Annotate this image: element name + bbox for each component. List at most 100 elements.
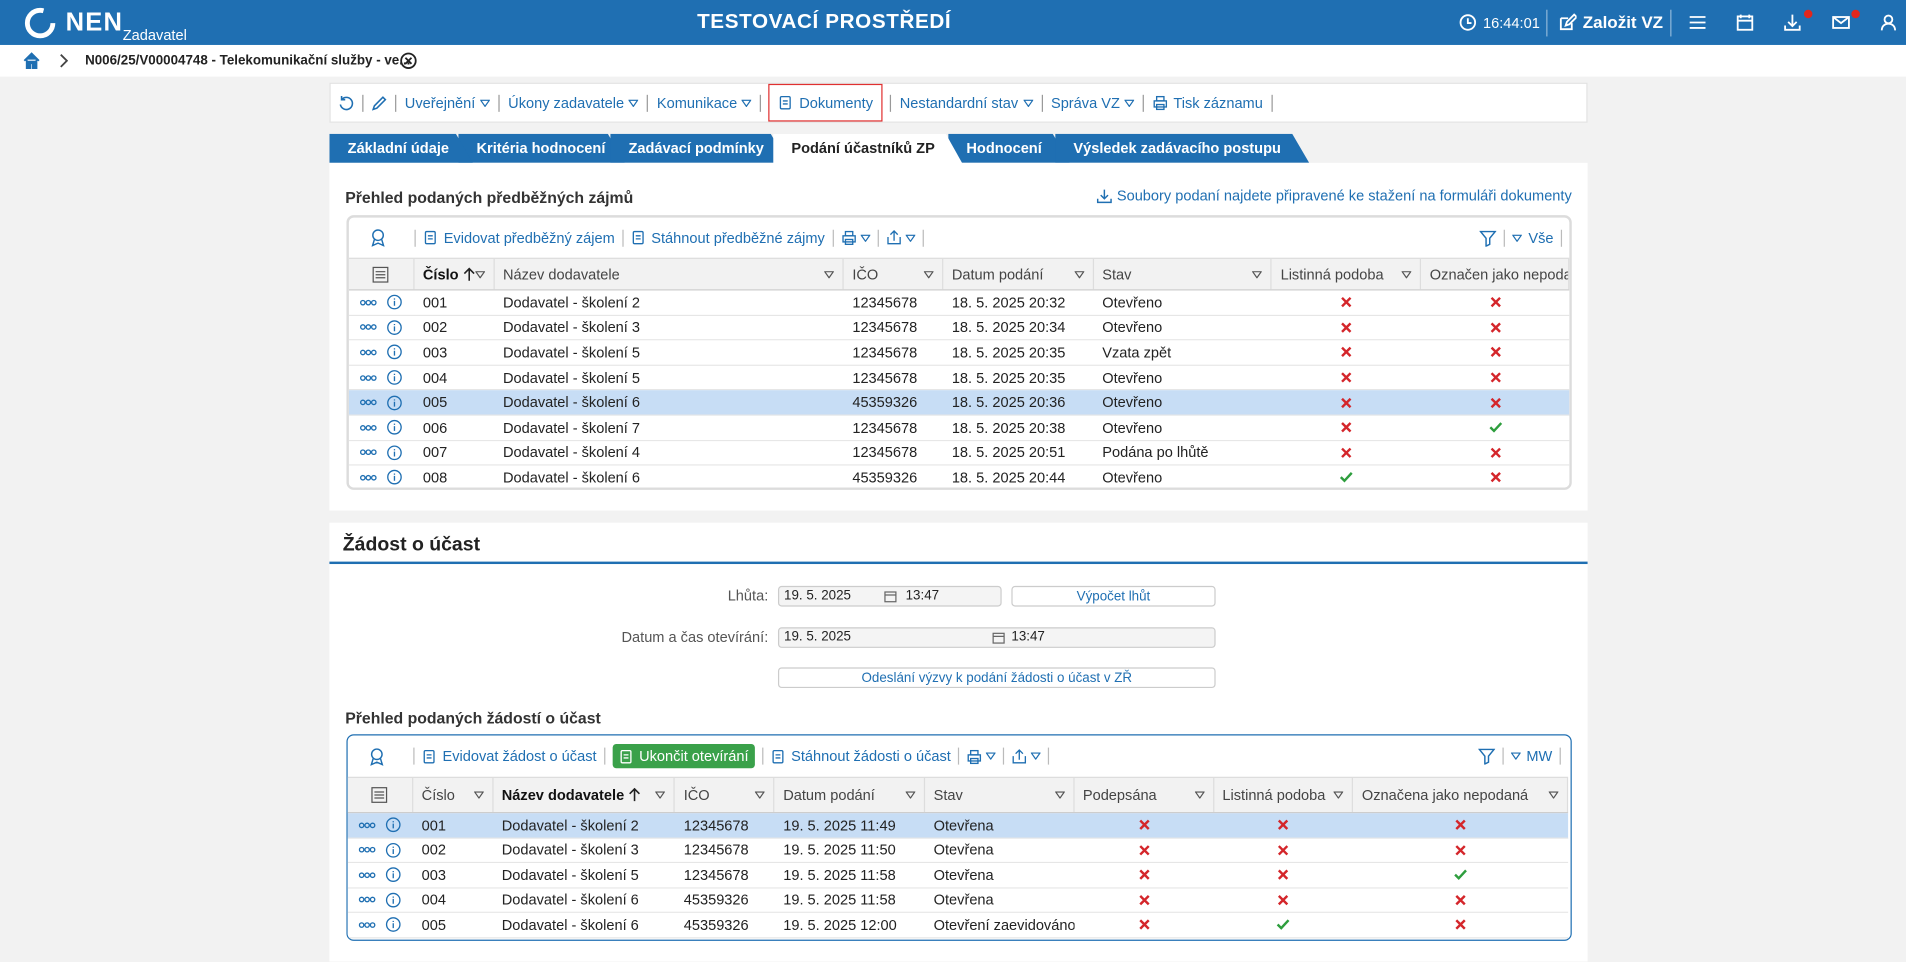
table-row[interactable]: 005 Dodavatel - školení 6 45359326 18. 5. 2… (348, 390, 1570, 416)
icon-part (1252, 270, 1263, 278)
date-input[interactable]: 19. 5. 2025 13:47 (777, 585, 1002, 607)
icon-part (364, 896, 371, 903)
table-row[interactable]: 001 Dodavatel - školení 2 12345678 19. 5. 2… (347, 813, 1569, 839)
toolbar-item[interactable]: Dokumenty (768, 83, 883, 122)
table-cell (1421, 441, 1569, 465)
table-action[interactable]: Evidovat předběžný zájem (423, 229, 615, 246)
header-cell[interactable]: IČO (844, 258, 944, 290)
tab[interactable]: Podání účastníků ZP (773, 134, 963, 164)
header-cell[interactable]: Datum podání (943, 258, 1094, 290)
table-row[interactable]: 004 Dodavatel - školení 5 12345678 18. 5. 2… (348, 365, 1570, 391)
toolbar-item[interactable]: Nestandardní stav (899, 84, 1034, 122)
table-row[interactable]: 001 Dodavatel - školení 2 12345678 18. 5. 2… (348, 290, 1570, 316)
cell-text: Dodavatel - školení 2 (502, 293, 641, 311)
icon-part (1490, 447, 1501, 458)
header-cell[interactable]: Stav (1094, 258, 1273, 290)
toolbar-cell (349, 229, 407, 247)
header-cell[interactable]: IČO (675, 777, 775, 813)
icon-part (359, 921, 376, 928)
icon-part (360, 349, 378, 356)
time-value: 13:47 (905, 588, 940, 603)
dropdown-icon (1124, 99, 1135, 107)
toolbar-item[interactable]: Tisk záznamu (1151, 84, 1264, 122)
print-icon (1153, 95, 1169, 111)
toolbar-item[interactable]: Uveřejnění (404, 84, 492, 122)
icon-part (1194, 791, 1205, 799)
table-action[interactable]: Ukončit otevírání (612, 743, 755, 769)
download-link[interactable]: Soubory podaní najdete připravené ke sta… (1010, 186, 1572, 205)
header-cell[interactable]: Název dodavatele (493, 777, 676, 813)
icon-part (860, 234, 870, 242)
header-cell[interactable]: Číslo (413, 777, 494, 813)
dropdown-icon (628, 99, 639, 107)
header-cell[interactable]: Označena jako nepodaná (1353, 777, 1569, 813)
icon-part (1490, 472, 1501, 483)
icon-part (1139, 919, 1150, 930)
date-input[interactable]: 19. 5. 2025 13:47 (777, 627, 1216, 648)
column-title: IČO (683, 786, 710, 804)
table-row[interactable]: 003 Dodavatel - školení 5 12345678 19. 5. 2… (347, 863, 1569, 888)
icon-part (423, 749, 435, 763)
table-row[interactable]: 002 Dodavatel - školení 3 12345678 18. 5. 2… (348, 315, 1570, 341)
cell-text: 45359326 (852, 394, 918, 412)
dropdown-icon (1512, 234, 1523, 242)
header-cell[interactable]: Listinná podoba (1272, 258, 1422, 290)
table-row[interactable]: 003 Dodavatel - školení 5 12345678 18. 5. 2… (348, 340, 1570, 366)
header-cell[interactable]: Datum podání (775, 777, 926, 813)
refresh-icon (338, 94, 355, 111)
separator (958, 747, 960, 765)
row-actions (349, 391, 414, 415)
print-menu[interactable] (967, 748, 996, 764)
filter-select[interactable]: MW (1510, 748, 1552, 765)
table-row[interactable]: 004 Dodavatel - školení 6 45359326 19. 5. 2… (347, 887, 1569, 913)
header-cell[interactable]: Listinná podoba (1214, 777, 1354, 813)
icon-part (427, 235, 433, 240)
tab[interactable]: Hodnocení (948, 134, 1070, 163)
header-cell[interactable]: Označen jako nepodaný (1421, 258, 1570, 290)
table-row[interactable]: 008 Dodavatel - školení 6 45359326 18. 5. 2… (348, 465, 1570, 488)
tab[interactable]: Výsledek zadávacího postupu (1055, 134, 1309, 163)
more-icon (359, 846, 376, 853)
header-cell[interactable]: Název dodavatele (494, 258, 844, 290)
print-menu[interactable] (841, 230, 870, 246)
export-menu[interactable] (886, 230, 915, 246)
separator (362, 94, 364, 112)
icon-part (371, 229, 385, 247)
icon-part (387, 445, 403, 461)
table-action[interactable]: Evidovat žádost o účast (422, 748, 597, 765)
create-button[interactable]: Založit VZ (1582, 12, 1664, 32)
table-cell: 002 (414, 316, 494, 340)
button[interactable]: Odeslání výzvy k podání žádosti o účast … (777, 667, 1216, 689)
icon-part (386, 817, 402, 833)
table-action[interactable]: Stáhnout žádosti o účast (770, 748, 951, 765)
button[interactable]: Výpočet lhůt (1011, 585, 1216, 607)
icon-part (986, 752, 996, 760)
filter-select[interactable]: Vše (1512, 229, 1554, 246)
icon-part (1559, 13, 1578, 31)
header-cell[interactable]: Podepsána (1074, 777, 1214, 813)
export-icon (886, 230, 902, 246)
table-cell: Dodavatel - školení 2 (494, 291, 843, 315)
cross-icon (1455, 894, 1466, 905)
toolbar-label: Tisk záznamu (1173, 94, 1263, 112)
icon-part (905, 234, 915, 242)
tab[interactable]: Zadávací podmínky (610, 134, 787, 163)
table-row[interactable]: 007 Dodavatel - školení 4 12345678 18. 5. 2… (348, 440, 1570, 466)
table-row[interactable]: 005 Dodavatel - školení 6 45359326 19. 5. 2… (347, 912, 1569, 938)
table-action[interactable]: Stáhnout předběžné zájmy (631, 229, 825, 246)
tab[interactable]: Kritéria hodnocení (458, 134, 625, 163)
tab[interactable]: Základní údaje (329, 134, 472, 163)
header-cell[interactable]: Stav (925, 777, 1075, 813)
toolbar-item[interactable]: Úkony zadavatele (507, 84, 640, 122)
table-cell: Otevření zaevidováno (925, 913, 1075, 937)
table-row[interactable]: 002 Dodavatel - školení 3 12345678 19. 5. 2… (347, 838, 1569, 864)
table-row[interactable]: 006 Dodavatel - školení 7 12345678 18. 5. 2… (348, 415, 1570, 441)
header-cell[interactable]: Číslo (414, 258, 495, 290)
export-menu[interactable] (1012, 748, 1041, 764)
toolbar-item[interactable]: Komunikace (656, 84, 753, 122)
breadcrumb-text[interactable]: N006/25/V00004748 - Telekomunikační služ… (85, 53, 411, 69)
icon-part (655, 791, 666, 799)
filter-area: Vše (1479, 229, 1570, 247)
toolbar-item[interactable]: Správa VZ (1050, 84, 1136, 122)
cell-text: 19. 5. 2025 11:58 (783, 891, 896, 909)
